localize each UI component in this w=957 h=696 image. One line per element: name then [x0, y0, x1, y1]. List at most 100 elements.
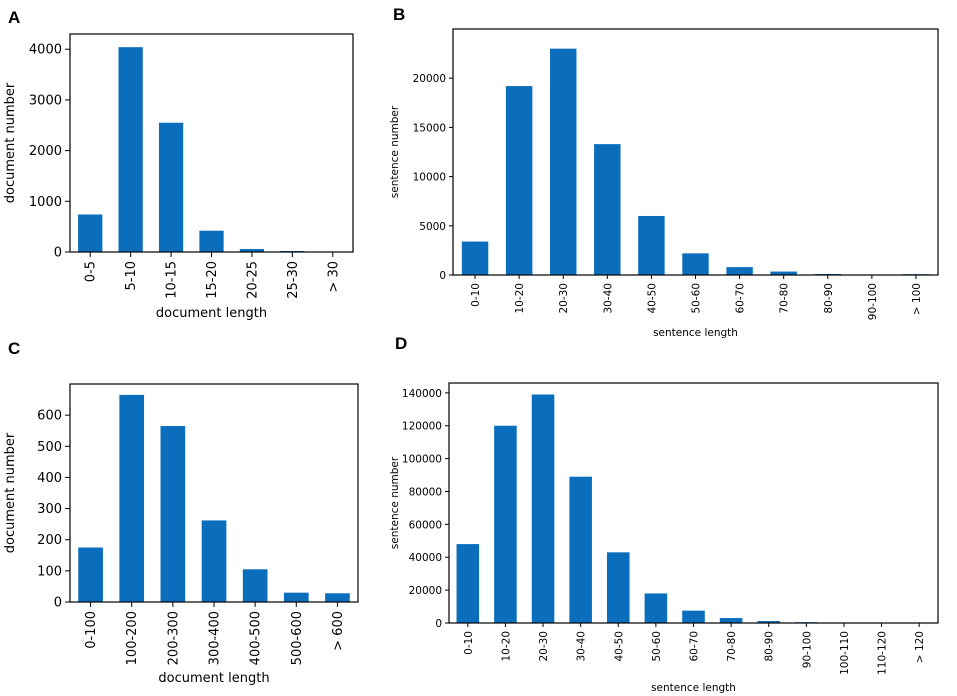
bar [242, 569, 268, 602]
y-tick-label: 100 [37, 564, 62, 579]
x-axis-label: sentence length [651, 682, 736, 694]
x-tick-label: 50-60 [691, 283, 703, 314]
panel-letter: A [8, 8, 20, 27]
bar [119, 394, 145, 602]
x-tick-label: 30-40 [576, 631, 588, 662]
x-tick-label: 0-5 [84, 261, 99, 282]
y-tick-label: 10000 [413, 172, 446, 184]
y-tick-label: 200 [37, 533, 62, 548]
y-axis-label: sentence number [389, 105, 401, 198]
x-tick-label: 100-200 [125, 611, 140, 665]
bar [531, 394, 555, 623]
x-tick-label: > 100 [911, 283, 923, 315]
bar [594, 144, 621, 275]
y-tick-label: 0 [439, 270, 446, 282]
x-tick-label: 400-500 [249, 611, 264, 665]
x-tick-label: 5-10 [124, 261, 139, 291]
panel-letter: B [393, 5, 405, 24]
chart-panel-d: 0 20000 40000 60000 80000 100000 120000 140000 0… [389, 382, 939, 694]
y-tick-label: 0 [54, 246, 62, 261]
x-tick-label: 80-90 [764, 631, 776, 662]
x-tick-label: 300-400 [208, 611, 223, 665]
y-axis-label: sentence number [389, 456, 401, 549]
bar [550, 48, 577, 276]
y-axis-label: document number [3, 82, 18, 203]
y-tick-label: 2000 [29, 144, 62, 159]
bar [505, 86, 533, 275]
y-tick-label: 500 [37, 440, 62, 455]
x-tick-label: 80-90 [823, 283, 835, 314]
x-tick-label: 60-70 [735, 283, 747, 314]
y-tick-label: 120000 [402, 421, 442, 433]
x-tick-label: 10-20 [514, 283, 526, 314]
y-tick-label: 15000 [413, 122, 446, 134]
x-tick-label: 70-80 [726, 631, 738, 662]
y-tick-label: 400 [37, 471, 62, 486]
bar [78, 214, 103, 252]
y-tick-label: 0 [435, 618, 442, 630]
bar [606, 552, 630, 623]
bar [199, 230, 224, 252]
y-axis-label: document number [3, 432, 18, 553]
bar [682, 610, 705, 623]
bar [456, 544, 480, 623]
bar [644, 593, 668, 623]
x-tick-label: 100-110 [839, 631, 851, 675]
x-tick-label: > 30 [326, 261, 341, 293]
x-tick-label: > 600 [331, 611, 346, 651]
bar [638, 215, 665, 275]
bar [494, 425, 517, 623]
x-tick-label: 90-100 [801, 631, 813, 668]
bar [118, 47, 143, 253]
chart-panel-a: 0 1000 2000 3000 4000 0-5 5-10 10-15 15-20 20-25 2… [3, 33, 354, 321]
x-tick-label: 30-40 [602, 283, 614, 314]
y-tick-label: 40000 [409, 552, 442, 564]
y-tick-label: 4000 [29, 43, 62, 58]
bar [201, 520, 227, 602]
bar [726, 267, 753, 275]
panel-letter: C [8, 339, 20, 358]
y-tick-label: 80000 [409, 486, 442, 498]
bar [569, 476, 592, 623]
plot-frame [69, 33, 354, 253]
x-axis-label: sentence length [653, 327, 738, 339]
x-tick-label: 40-50 [646, 283, 658, 314]
y-tick-label: 100000 [402, 454, 442, 466]
x-tick-label: 110-120 [877, 631, 889, 675]
y-tick-label: 1000 [29, 195, 62, 210]
chart-panel-c: 0 100 200 300 400 500 600 0-100 100-200 200-300 30… [3, 383, 359, 686]
bar [757, 621, 781, 623]
bar [158, 122, 184, 252]
plot-frame [448, 382, 939, 624]
y-tick-label: 60000 [409, 519, 442, 531]
y-tick-label: 600 [37, 409, 62, 424]
x-tick-label: > 120 [914, 631, 926, 663]
bar [160, 426, 186, 602]
y-tick-label: 20000 [413, 73, 446, 85]
x-tick-label: 0-10 [470, 283, 482, 307]
x-tick-label: 0-100 [84, 611, 99, 649]
x-tick-label: 10-15 [165, 261, 180, 299]
x-tick-label: 90-100 [867, 283, 879, 320]
x-tick-label: 500-600 [290, 611, 305, 665]
y-tick-label: 3000 [29, 93, 62, 108]
y-tick-label: 140000 [402, 388, 442, 400]
x-tick-label: 60-70 [689, 631, 701, 662]
y-tick-label: 0 [54, 596, 62, 611]
bar [239, 248, 265, 252]
x-tick-label: 50-60 [651, 631, 663, 662]
x-tick-label: 20-30 [558, 283, 570, 314]
bar [283, 592, 309, 602]
x-tick-label: 15-20 [205, 261, 220, 299]
x-tick-label: 25-30 [286, 261, 301, 299]
x-tick-label: 0-10 [463, 631, 475, 655]
x-tick-label: 40-50 [613, 631, 625, 662]
y-tick-label: 5000 [419, 221, 446, 233]
x-tick-label: 10-20 [500, 631, 512, 662]
x-axis-label: document length [158, 671, 269, 686]
bar [78, 547, 103, 602]
chart-panel-b: 0 5000 10000 15000 20000 0-10 10-20 20-30 30-40 4… [389, 28, 939, 339]
y-tick-label: 300 [37, 502, 62, 517]
bar [719, 618, 743, 623]
panel-letter: D [395, 334, 407, 353]
